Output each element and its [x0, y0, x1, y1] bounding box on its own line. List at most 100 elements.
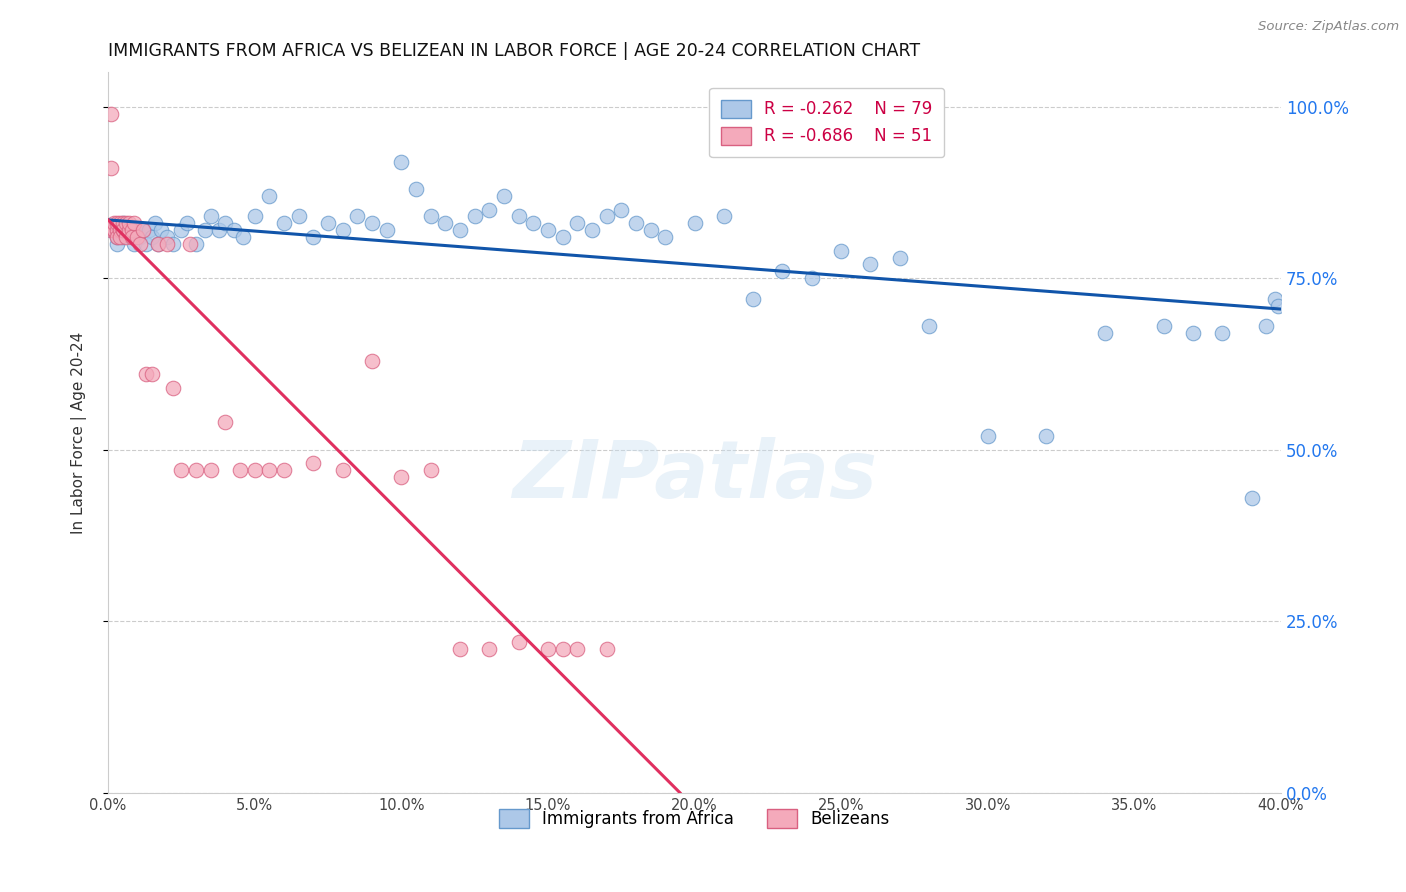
Point: [1264, 292, 1286, 306]
Legend: Immigrants from Africa, Belizeans: Immigrants from Africa, Belizeans: [492, 803, 897, 835]
Point: [567, 641, 589, 656]
Point: [162, 236, 184, 251]
Point: [108, 230, 131, 244]
Text: ZIPatlas: ZIPatlas: [512, 437, 877, 515]
Point: [200, 210, 222, 224]
Point: [918, 319, 941, 334]
Point: [103, 223, 125, 237]
Y-axis label: In Labor Force | Age 20-24: In Labor Force | Age 20-24: [72, 332, 87, 533]
Point: [184, 236, 207, 251]
Point: [830, 244, 852, 258]
Point: [332, 223, 354, 237]
Text: IMMIGRANTS FROM AFRICA VS BELIZEAN IN LABOR FORCE | AGE 20-24 CORRELATION CHART: IMMIGRANTS FROM AFRICA VS BELIZEAN IN LA…: [108, 42, 920, 60]
Point: [208, 223, 231, 237]
Point: [522, 216, 544, 230]
Point: [100, 223, 122, 237]
Point: [859, 258, 882, 272]
Point: [143, 216, 166, 230]
Point: [111, 223, 134, 237]
Point: [508, 210, 530, 224]
Point: [581, 223, 603, 237]
Point: [434, 216, 457, 230]
Point: [316, 216, 339, 230]
Point: [214, 216, 236, 230]
Point: [464, 210, 486, 224]
Point: [138, 223, 160, 237]
Point: [478, 202, 501, 217]
Point: [683, 216, 706, 230]
Point: [389, 470, 412, 484]
Point: [1182, 326, 1205, 340]
Point: [105, 236, 128, 251]
Point: [141, 230, 163, 244]
Point: [149, 223, 172, 237]
Point: [346, 210, 368, 224]
Point: [108, 223, 131, 237]
Point: [361, 216, 384, 230]
Point: [449, 223, 471, 237]
Point: [1240, 491, 1263, 505]
Point: [713, 210, 735, 224]
Point: [121, 230, 143, 244]
Point: [567, 216, 589, 230]
Point: [375, 223, 398, 237]
Point: [654, 230, 676, 244]
Point: [170, 463, 193, 477]
Point: [551, 641, 574, 656]
Point: [492, 189, 515, 203]
Point: [273, 216, 295, 230]
Point: [124, 216, 146, 230]
Point: [624, 216, 647, 230]
Point: [117, 223, 139, 237]
Point: [419, 210, 441, 224]
Text: Source: ZipAtlas.com: Source: ZipAtlas.com: [1258, 20, 1399, 33]
Point: [259, 463, 281, 477]
Point: [170, 223, 193, 237]
Point: [114, 230, 136, 244]
Point: [332, 463, 354, 477]
Point: [214, 415, 236, 429]
Point: [537, 223, 560, 237]
Point: [772, 264, 794, 278]
Point: [537, 641, 560, 656]
Point: [162, 381, 184, 395]
Point: [200, 463, 222, 477]
Point: [117, 223, 139, 237]
Point: [121, 223, 143, 237]
Point: [121, 230, 143, 244]
Point: [1035, 429, 1057, 443]
Point: [273, 463, 295, 477]
Point: [508, 634, 530, 648]
Point: [111, 230, 134, 244]
Point: [100, 161, 122, 176]
Point: [146, 236, 169, 251]
Point: [108, 216, 131, 230]
Point: [419, 463, 441, 477]
Point: [194, 223, 217, 237]
Point: [243, 210, 266, 224]
Point: [124, 236, 146, 251]
Point: [224, 223, 246, 237]
Point: [243, 463, 266, 477]
Point: [132, 223, 155, 237]
Point: [129, 236, 152, 251]
Point: [302, 230, 325, 244]
Point: [232, 230, 254, 244]
Point: [129, 230, 152, 244]
Point: [111, 216, 134, 230]
Point: [287, 210, 309, 224]
Point: [449, 641, 471, 656]
Point: [127, 230, 149, 244]
Point: [478, 641, 501, 656]
Point: [1094, 326, 1116, 340]
Point: [135, 236, 157, 251]
Point: [1211, 326, 1233, 340]
Point: [742, 292, 765, 306]
Point: [114, 216, 136, 230]
Point: [640, 223, 662, 237]
Point: [103, 216, 125, 230]
Point: [259, 189, 281, 203]
Point: [100, 223, 122, 237]
Point: [135, 368, 157, 382]
Point: [141, 368, 163, 382]
